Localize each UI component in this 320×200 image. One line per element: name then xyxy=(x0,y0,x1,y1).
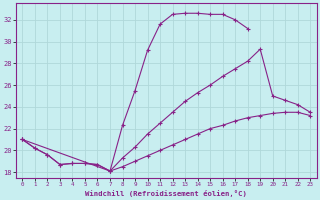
X-axis label: Windchill (Refroidissement éolien,°C): Windchill (Refroidissement éolien,°C) xyxy=(85,190,247,197)
